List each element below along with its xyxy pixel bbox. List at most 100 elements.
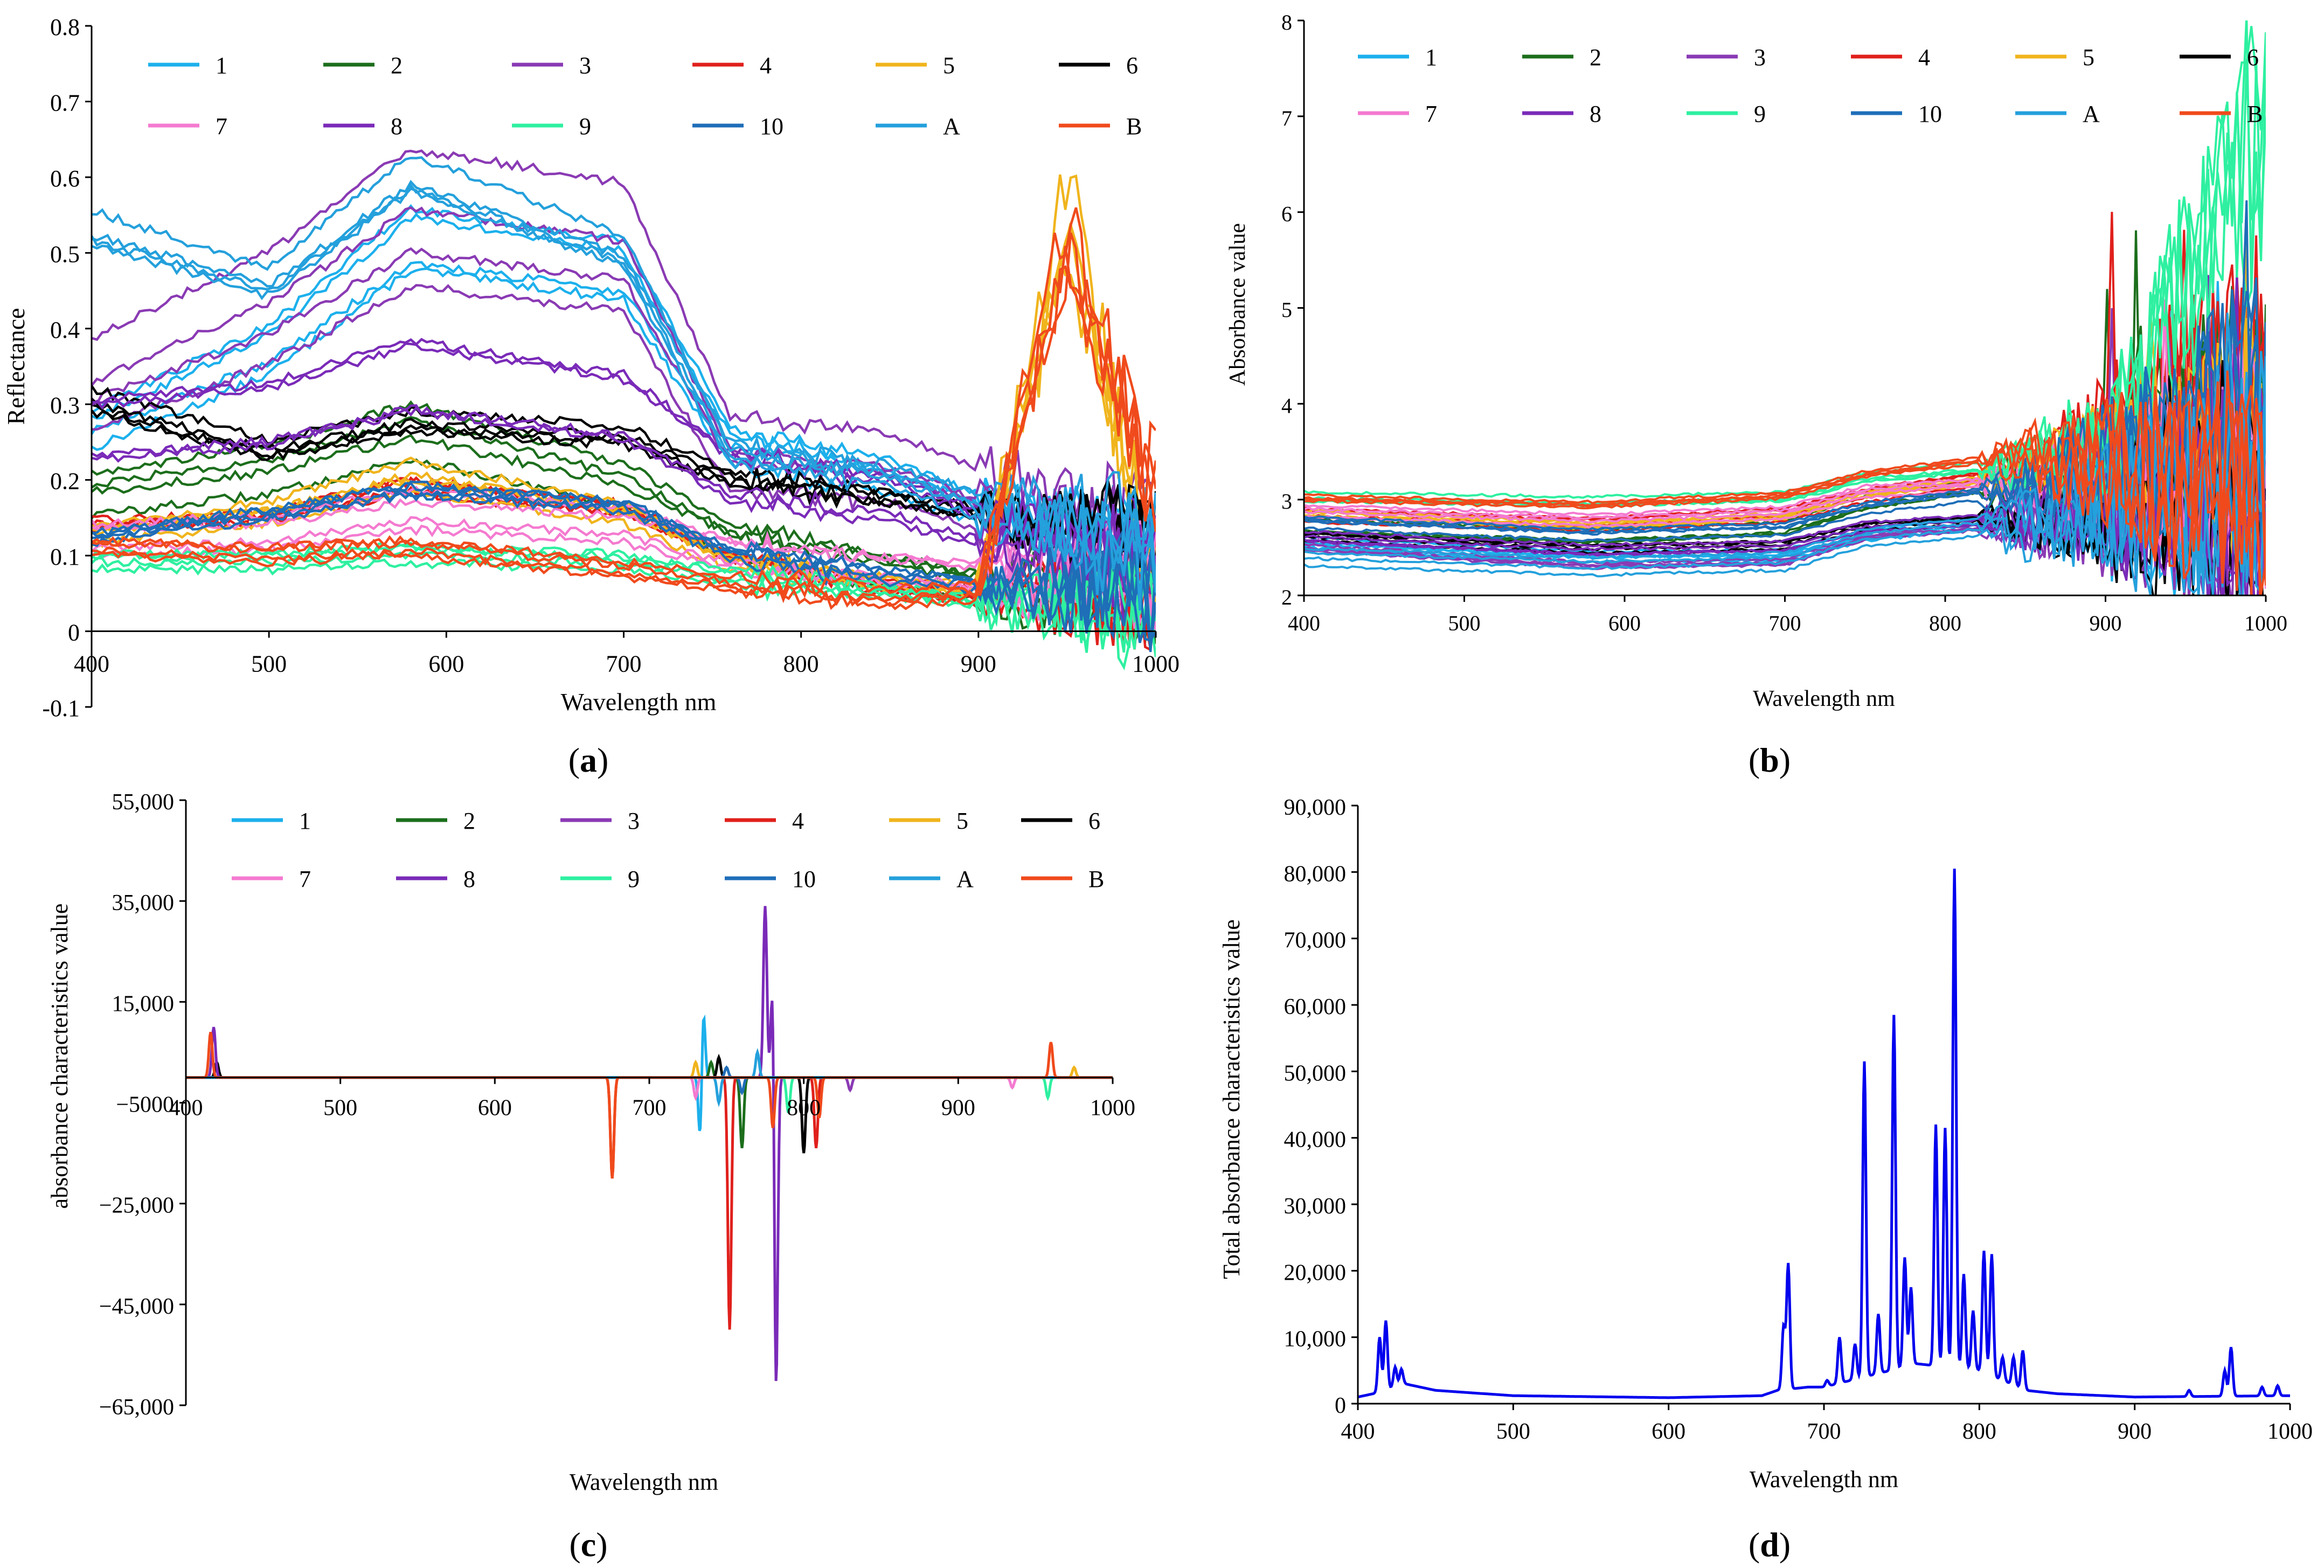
y-axis-label: Reflectance bbox=[2, 308, 30, 425]
x-tick-label: 400 bbox=[1341, 1419, 1375, 1444]
panel-b-chart: 2 3 4 5 6 7 8 400 500 600 700 800 900 1000 Wavelength … bbox=[1225, 10, 2287, 711]
legend-label-6: 6 bbox=[1088, 808, 1100, 834]
y-tick-label: 0 bbox=[68, 620, 80, 646]
panel-c-chart: −65,000−45,000−25,000−500015,00035,00055… bbox=[46, 790, 1135, 1495]
series-line-A bbox=[1304, 393, 2266, 595]
legend-label-2: 2 bbox=[463, 808, 475, 834]
y-tick-label: 35,000 bbox=[112, 891, 175, 915]
x-tick-label: 600 bbox=[478, 1096, 512, 1121]
legend-label-A: A bbox=[943, 113, 960, 140]
legend-label-B: B bbox=[1126, 113, 1142, 140]
series-line-8 bbox=[92, 404, 1156, 608]
y-tick-label: 5 bbox=[1281, 298, 1292, 322]
legend-label-5: 5 bbox=[956, 808, 968, 834]
x-tick-label: 400 bbox=[169, 1096, 203, 1121]
series-line-B bbox=[92, 207, 1156, 607]
x-tick-label: 800 bbox=[1929, 611, 1961, 635]
legend-label-5: 5 bbox=[2083, 44, 2094, 71]
series-line-8 bbox=[186, 906, 1113, 1382]
series-line-A bbox=[92, 187, 1156, 611]
legend-label-9: 9 bbox=[628, 866, 640, 892]
legend-label-A: A bbox=[956, 866, 974, 892]
y-tick-label: 6 bbox=[1281, 202, 1292, 226]
y-tick-label: 90,000 bbox=[1284, 795, 1347, 820]
legend-label-10: 10 bbox=[1918, 101, 1942, 127]
x-tick-label: 600 bbox=[428, 651, 464, 677]
y-tick-label: 55,000 bbox=[112, 790, 175, 815]
x-tick-label: 800 bbox=[787, 1096, 821, 1121]
legend-label-4: 4 bbox=[760, 52, 772, 79]
y-tick-label: 40,000 bbox=[1284, 1128, 1347, 1153]
x-axis-label: Wavelength nm bbox=[570, 1469, 718, 1495]
legend-label-7: 7 bbox=[1425, 101, 1437, 127]
y-tick-label: 80,000 bbox=[1284, 862, 1347, 886]
x-tick-label: 1000 bbox=[1090, 1096, 1135, 1121]
legend-label-2: 2 bbox=[1590, 44, 1601, 71]
y-tick-label: 8 bbox=[1281, 10, 1292, 34]
x-tick-label: 400 bbox=[74, 651, 109, 677]
y-tick-label: 15,000 bbox=[112, 991, 175, 1016]
legend-label-4: 4 bbox=[792, 808, 804, 834]
series-line-10 bbox=[1304, 313, 2266, 538]
y-tick-label: 70,000 bbox=[1284, 928, 1347, 953]
x-tick-label: 800 bbox=[1962, 1419, 1996, 1444]
legend-label-B: B bbox=[2247, 101, 2263, 127]
legend-label-A: A bbox=[2083, 101, 2100, 127]
legend-label-10: 10 bbox=[792, 866, 816, 892]
x-tick-label: 700 bbox=[1807, 1419, 1841, 1444]
x-tick-label: 500 bbox=[323, 1096, 357, 1121]
x-tick-label: 900 bbox=[941, 1096, 975, 1121]
panel-b-label: (b) bbox=[1749, 741, 1791, 779]
x-tick-label: 500 bbox=[1448, 611, 1481, 635]
legend-label-6: 6 bbox=[2247, 44, 2259, 71]
legend-label-3: 3 bbox=[628, 808, 640, 834]
x-tick-label: 600 bbox=[1608, 611, 1641, 635]
y-tick-label: −45,000 bbox=[99, 1294, 174, 1319]
legend-label-7: 7 bbox=[299, 866, 311, 892]
legend-label-9: 9 bbox=[579, 113, 591, 140]
y-tick-label: 20,000 bbox=[1284, 1260, 1347, 1285]
legend-label-2: 2 bbox=[391, 52, 403, 79]
y-tick-label: 0.3 bbox=[50, 392, 80, 419]
panel-c-label: (c) bbox=[569, 1525, 607, 1564]
y-tick-label: 3 bbox=[1281, 489, 1292, 514]
x-tick-label: 500 bbox=[1496, 1419, 1530, 1444]
series-line-3 bbox=[92, 149, 1156, 580]
legend-label-9: 9 bbox=[1754, 101, 1766, 127]
legend-label-3: 3 bbox=[579, 52, 591, 79]
x-tick-label: 600 bbox=[1652, 1419, 1685, 1444]
y-tick-label: 4 bbox=[1281, 393, 1292, 418]
panel-d-label: (d) bbox=[1749, 1525, 1791, 1564]
y-tick-label: 0.4 bbox=[50, 317, 80, 343]
x-tick-label: 700 bbox=[633, 1096, 667, 1121]
x-tick-label: 900 bbox=[2118, 1419, 2152, 1444]
series-line-B bbox=[92, 265, 1156, 608]
legend-label-6: 6 bbox=[1126, 52, 1138, 79]
series-line-B bbox=[1304, 381, 2266, 595]
legend-label-5: 5 bbox=[943, 52, 955, 79]
panel-a-chart: -0.1 0 0.1 0.2 0.3 0.4 0.5 0.6 0.7 0.8 400 500 600 70… bbox=[2, 14, 1180, 721]
total-absorbance-line bbox=[1357, 869, 2290, 1399]
x-tick-label: 800 bbox=[783, 651, 819, 677]
series-line-A bbox=[92, 179, 1156, 561]
y-tick-label: 30,000 bbox=[1284, 1194, 1347, 1219]
series-line-8 bbox=[92, 406, 1156, 626]
series-line-9 bbox=[92, 558, 1156, 653]
series-line-8 bbox=[1304, 272, 2266, 595]
legend-label-1: 1 bbox=[299, 808, 311, 834]
series-line-A bbox=[92, 183, 1156, 592]
y-tick-label: −65,000 bbox=[99, 1395, 174, 1420]
series-line-9 bbox=[92, 550, 1156, 671]
x-tick-label: 700 bbox=[1769, 611, 1801, 635]
x-axis-label: Wavelength nm bbox=[561, 688, 717, 716]
y-axis-label: Absorbance value bbox=[1225, 223, 1250, 386]
y-tick-label: 0.6 bbox=[50, 165, 80, 192]
y-tick-label: 10,000 bbox=[1284, 1327, 1347, 1352]
y-tick-label: 60,000 bbox=[1284, 995, 1347, 1019]
legend-label-B: B bbox=[1088, 866, 1104, 892]
y-tick-label: -0.1 bbox=[42, 695, 80, 721]
y-tick-label: −25,000 bbox=[99, 1194, 174, 1218]
y-tick-label: 2 bbox=[1281, 585, 1292, 609]
series-line-A bbox=[1304, 378, 2266, 593]
